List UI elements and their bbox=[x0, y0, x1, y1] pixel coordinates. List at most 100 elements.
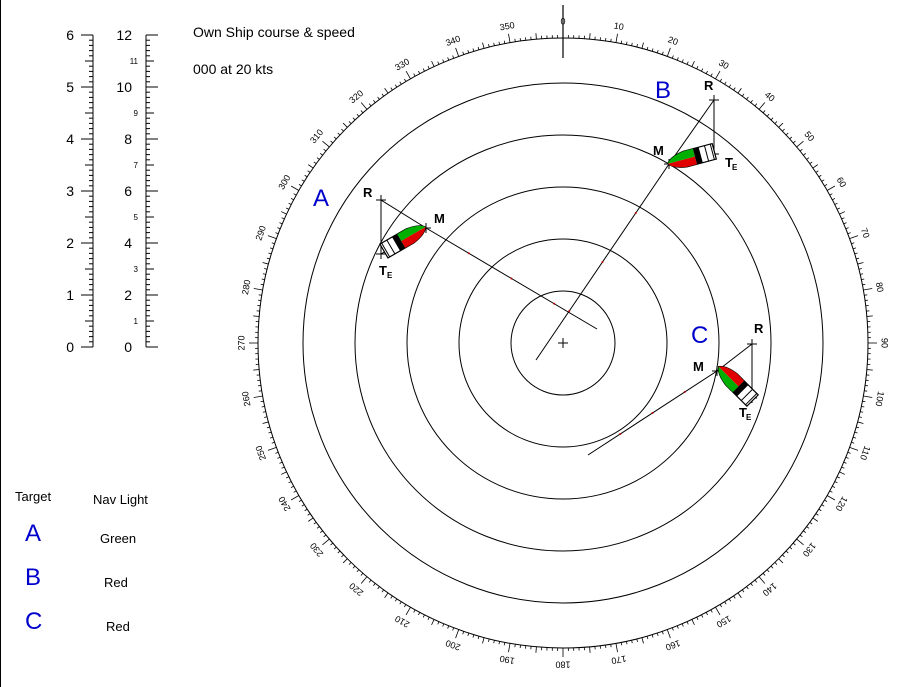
degree-tick bbox=[719, 604, 722, 608]
bearing-label: 10 bbox=[613, 20, 625, 32]
range-ring bbox=[510, 290, 616, 396]
degree-tick bbox=[851, 242, 855, 245]
degree-tick bbox=[262, 273, 266, 275]
degree-tick bbox=[843, 222, 847, 225]
scale-right-label: 4 bbox=[124, 235, 132, 251]
target-b-rm-line bbox=[668, 99, 715, 165]
legend-light-c: Red bbox=[106, 619, 130, 634]
own-ship-title: Own Ship course & speed bbox=[193, 24, 355, 40]
degree-tick bbox=[264, 416, 268, 418]
degree-tick bbox=[384, 592, 389, 598]
bearing-label: 130 bbox=[801, 541, 818, 559]
degree-tick bbox=[455, 629, 460, 639]
degree-tick bbox=[279, 461, 283, 464]
degree-tick bbox=[373, 100, 376, 103]
degree-tick bbox=[356, 569, 360, 573]
degree-tick bbox=[636, 44, 638, 48]
degree-tick bbox=[262, 262, 269, 265]
degree-tick bbox=[281, 466, 285, 469]
degree-tick bbox=[839, 211, 846, 215]
target-b-te-label: T bbox=[725, 155, 733, 170]
degree-tick bbox=[308, 517, 314, 522]
scale-right-label: 2 bbox=[124, 287, 132, 303]
degree-tick bbox=[462, 51, 465, 55]
degree-tick bbox=[849, 235, 859, 240]
degree-tick bbox=[836, 207, 841, 210]
degree-tick bbox=[715, 70, 721, 80]
degree-tick bbox=[812, 517, 818, 522]
degree-tick bbox=[447, 57, 450, 61]
bearing-label: 190 bbox=[499, 654, 516, 666]
rm-mark bbox=[467, 252, 470, 255]
degree-tick bbox=[845, 456, 849, 459]
degree-tick bbox=[834, 481, 838, 484]
bearing-label: 270 bbox=[236, 335, 246, 350]
vessel-symbols bbox=[379, 142, 760, 408]
degree-tick bbox=[253, 395, 263, 398]
degree-tick bbox=[691, 60, 695, 67]
bearing-label: 240 bbox=[276, 495, 292, 513]
bearing-label: 220 bbox=[347, 581, 365, 598]
degree-tick bbox=[472, 634, 475, 638]
bearing-label: 110 bbox=[858, 445, 872, 462]
rm-mark bbox=[619, 433, 622, 435]
degree-tick bbox=[778, 558, 784, 564]
degree-tick bbox=[803, 153, 806, 156]
degree-tick bbox=[646, 46, 649, 50]
target-c-m-label: M bbox=[693, 359, 704, 374]
scale-right-label: 10 bbox=[116, 79, 132, 95]
degree-tick bbox=[404, 78, 407, 82]
degree-tick bbox=[861, 278, 865, 280]
degree-tick bbox=[741, 589, 745, 593]
degree-tick bbox=[447, 625, 450, 629]
bearing-label: 100 bbox=[874, 391, 886, 408]
range-ring bbox=[354, 134, 772, 552]
plot-point-crosses bbox=[376, 95, 757, 403]
degree-tick bbox=[267, 235, 277, 240]
degree-tick bbox=[836, 476, 841, 479]
degree-tick bbox=[437, 61, 440, 65]
target-a-r-label: R bbox=[363, 185, 373, 200]
degree-tick bbox=[288, 481, 292, 484]
degree-tick bbox=[394, 598, 398, 602]
degree-tick bbox=[766, 569, 770, 573]
target-c-r-label: R bbox=[754, 321, 764, 336]
rm-mark bbox=[601, 261, 604, 263]
bearing-label: 210 bbox=[393, 613, 411, 629]
degree-tick bbox=[785, 132, 789, 136]
degree-tick bbox=[770, 117, 774, 121]
scale-ticks bbox=[81, 34, 158, 348]
degree-tick bbox=[390, 595, 393, 599]
degree-tick bbox=[268, 431, 272, 434]
degree-tick bbox=[266, 426, 270, 429]
degree-tick bbox=[462, 631, 465, 635]
scale-right-label: 6 bbox=[124, 183, 132, 199]
degree-tick bbox=[477, 636, 480, 640]
degree-tick bbox=[333, 136, 337, 140]
degree-tick bbox=[806, 157, 810, 160]
degree-tick bbox=[829, 193, 833, 196]
degree-tick bbox=[651, 634, 654, 638]
target-c-letter: C bbox=[691, 322, 708, 349]
degree-tick bbox=[341, 128, 344, 132]
degree-tick bbox=[615, 33, 618, 43]
degree-tick bbox=[841, 466, 845, 469]
degree-tick bbox=[337, 550, 341, 554]
legend-letter-a: A bbox=[25, 520, 42, 547]
degree-tick bbox=[268, 252, 272, 255]
degree-tick bbox=[290, 485, 294, 488]
target-a-te-sub: E bbox=[387, 271, 393, 280]
degree-tick bbox=[856, 426, 860, 429]
degree-tick bbox=[356, 113, 360, 117]
rm-mark bbox=[634, 212, 637, 214]
degree-tick bbox=[280, 471, 287, 475]
bearing-label: 230 bbox=[308, 541, 325, 559]
legend-target-header: Target bbox=[15, 489, 52, 504]
rm-mark bbox=[568, 310, 571, 312]
range-ring bbox=[302, 82, 824, 604]
degree-tick bbox=[413, 609, 416, 613]
degree-tick bbox=[307, 513, 311, 516]
degree-tick bbox=[535, 646, 537, 653]
degree-tick bbox=[277, 227, 281, 230]
degree-tick bbox=[710, 609, 713, 613]
